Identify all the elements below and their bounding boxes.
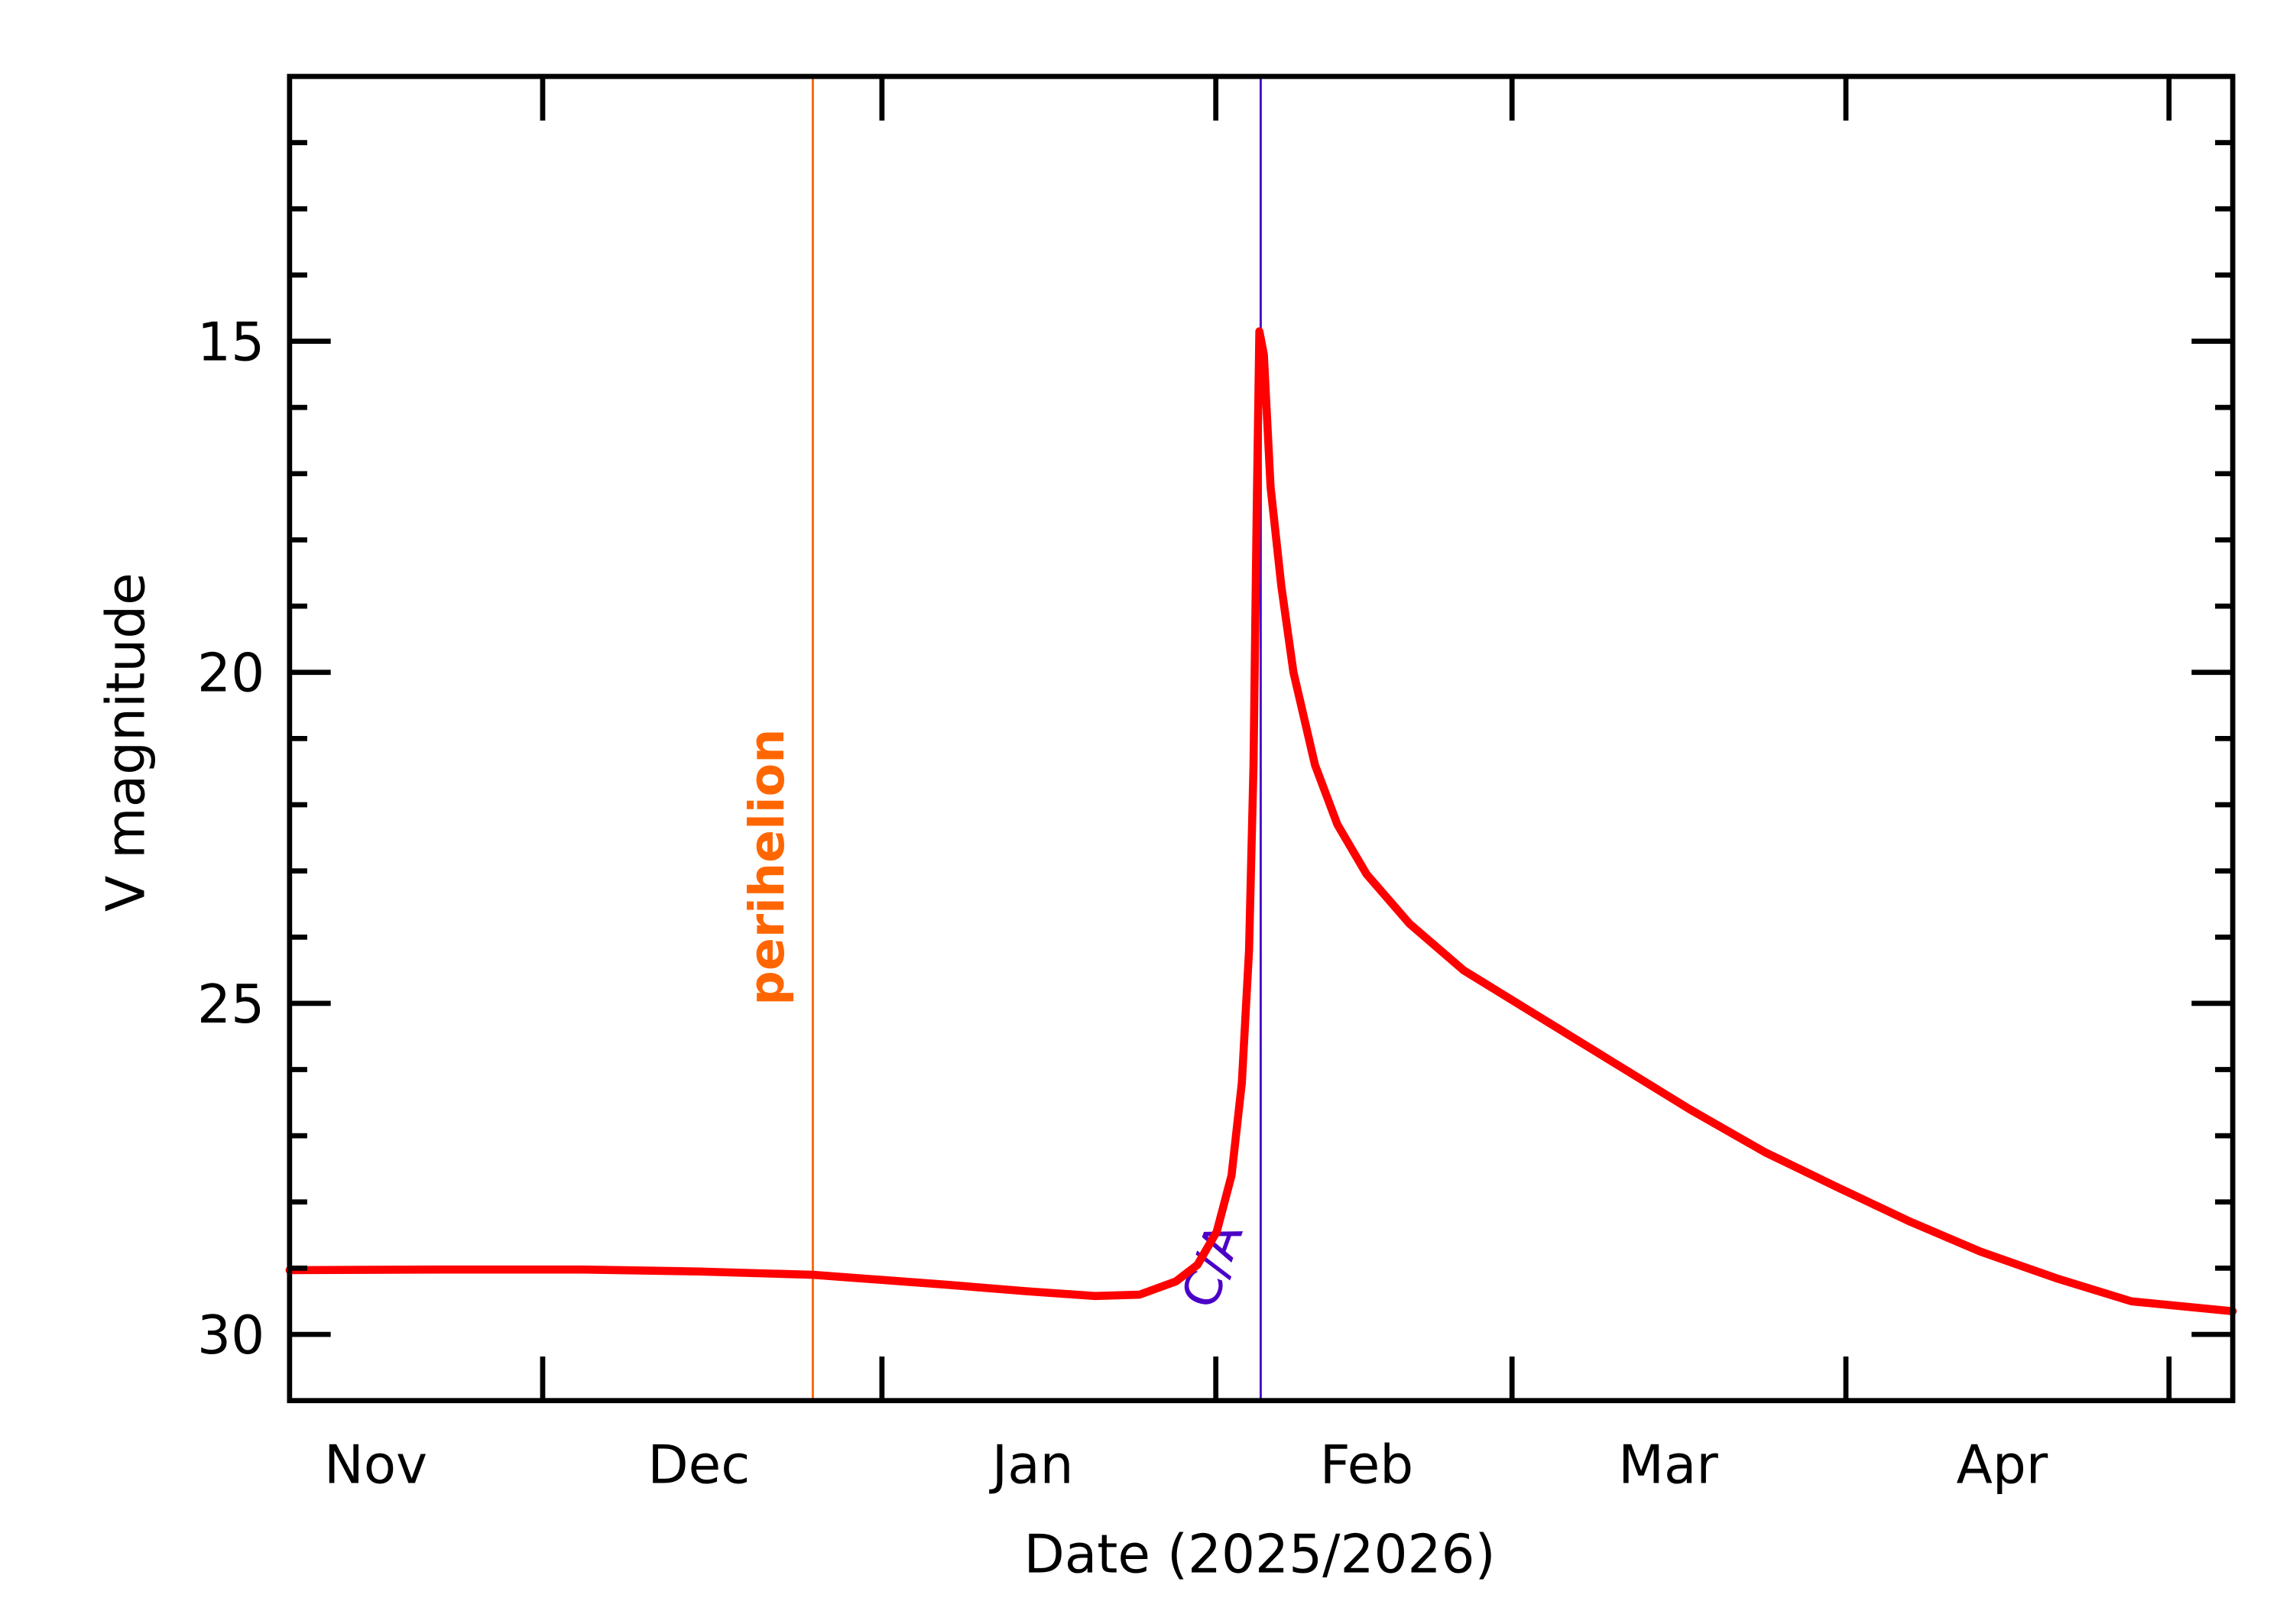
y-axis-label: V magnitude: [96, 572, 157, 912]
perihelion-label: perihelion: [738, 729, 795, 1006]
x-tick-label: Nov: [324, 1434, 427, 1496]
y-tick-label: 30: [197, 1305, 264, 1366]
x-tick-label: Dec: [647, 1434, 750, 1496]
y-tick-label: 15: [197, 313, 264, 374]
x-tick-label: Mar: [1618, 1434, 1718, 1496]
axis-ticks: [289, 76, 2233, 1401]
tick-labels: 15 20 25 30 Nov Dec Jan Feb Mar Apr: [197, 313, 2048, 1496]
y-tick-label: 25: [197, 974, 264, 1036]
x-tick-label: Feb: [1320, 1434, 1414, 1496]
y-tick-label: 20: [197, 643, 264, 705]
x-tick-label: Jan: [989, 1434, 1074, 1496]
x-tick-label: Apr: [1956, 1434, 2048, 1496]
x-axis-label: Date (2025/2026): [1024, 1525, 1496, 1586]
